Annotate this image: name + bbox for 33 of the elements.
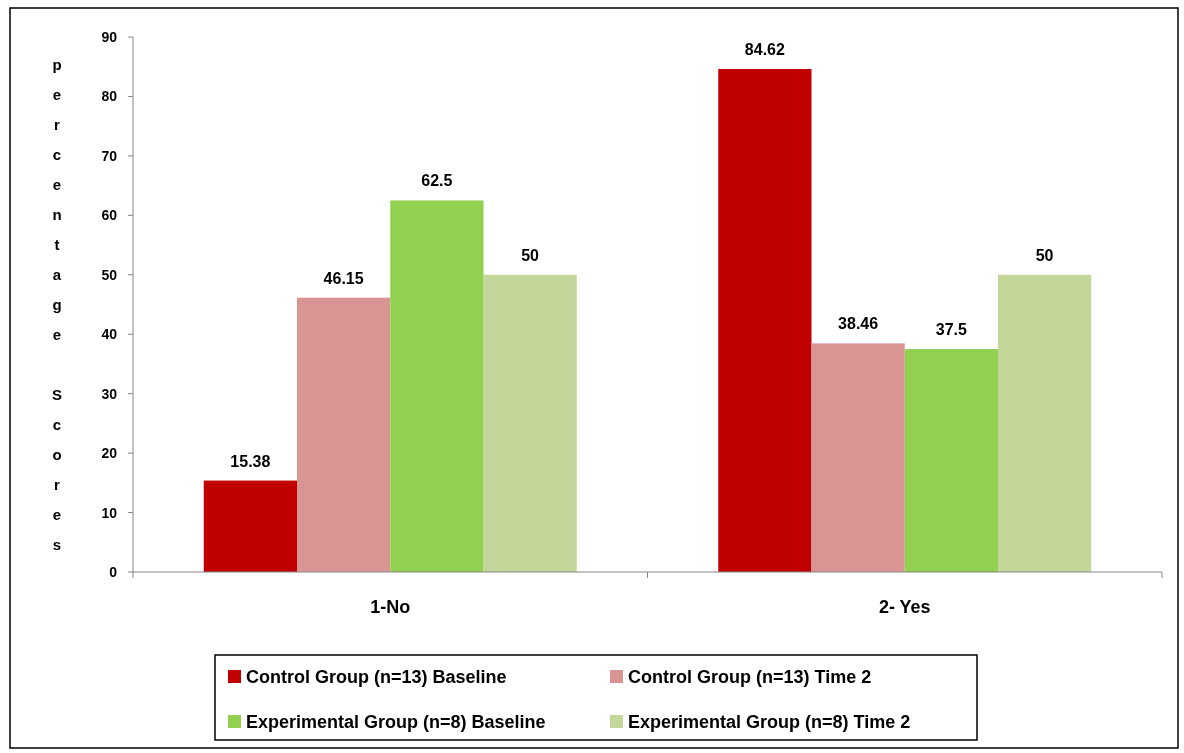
bar [203, 480, 297, 572]
data-label: 46.15 [323, 269, 364, 287]
y-tick-label: 40 [101, 326, 118, 343]
data-label: 37.5 [935, 321, 968, 339]
y-tick-label: 20 [101, 445, 118, 462]
bar [811, 343, 905, 572]
y-tick-label: 70 [101, 147, 118, 164]
bar [718, 68, 812, 572]
data-label: 62.5 [421, 172, 453, 190]
y-tick-label: 10 [101, 504, 118, 521]
data-label: 38.46 [838, 315, 879, 333]
data-label: 15.38 [230, 452, 271, 470]
data-label: 84.62 [744, 40, 785, 58]
x-tick-label: 2- Yes [878, 597, 931, 617]
legend-label: Control Group (n=13) Baseline [246, 667, 507, 687]
y-tick-label: 50 [101, 266, 118, 283]
bar [904, 349, 998, 572]
bar [483, 274, 577, 572]
legend-label: Experimental Group (n=8) Baseline [246, 712, 546, 732]
y-axis-title: percentage Scores [48, 56, 66, 566]
data-label: 50 [521, 246, 540, 264]
y-tick-label: 0 [109, 564, 118, 580]
x-tick-label: 1-No [370, 597, 411, 617]
y-tick-label: 60 [101, 207, 118, 224]
legend-label: Experimental Group (n=8) Time 2 [628, 712, 911, 732]
y-tick-label: 30 [101, 385, 118, 402]
bar [390, 200, 484, 572]
y-tick-label: 80 [101, 88, 118, 105]
bar [297, 297, 391, 572]
legend-label: Control Group (n=13) Time 2 [628, 667, 872, 687]
bar [998, 274, 1092, 572]
data-label: 50 [1035, 246, 1054, 264]
y-tick-label: 90 [101, 29, 118, 45]
